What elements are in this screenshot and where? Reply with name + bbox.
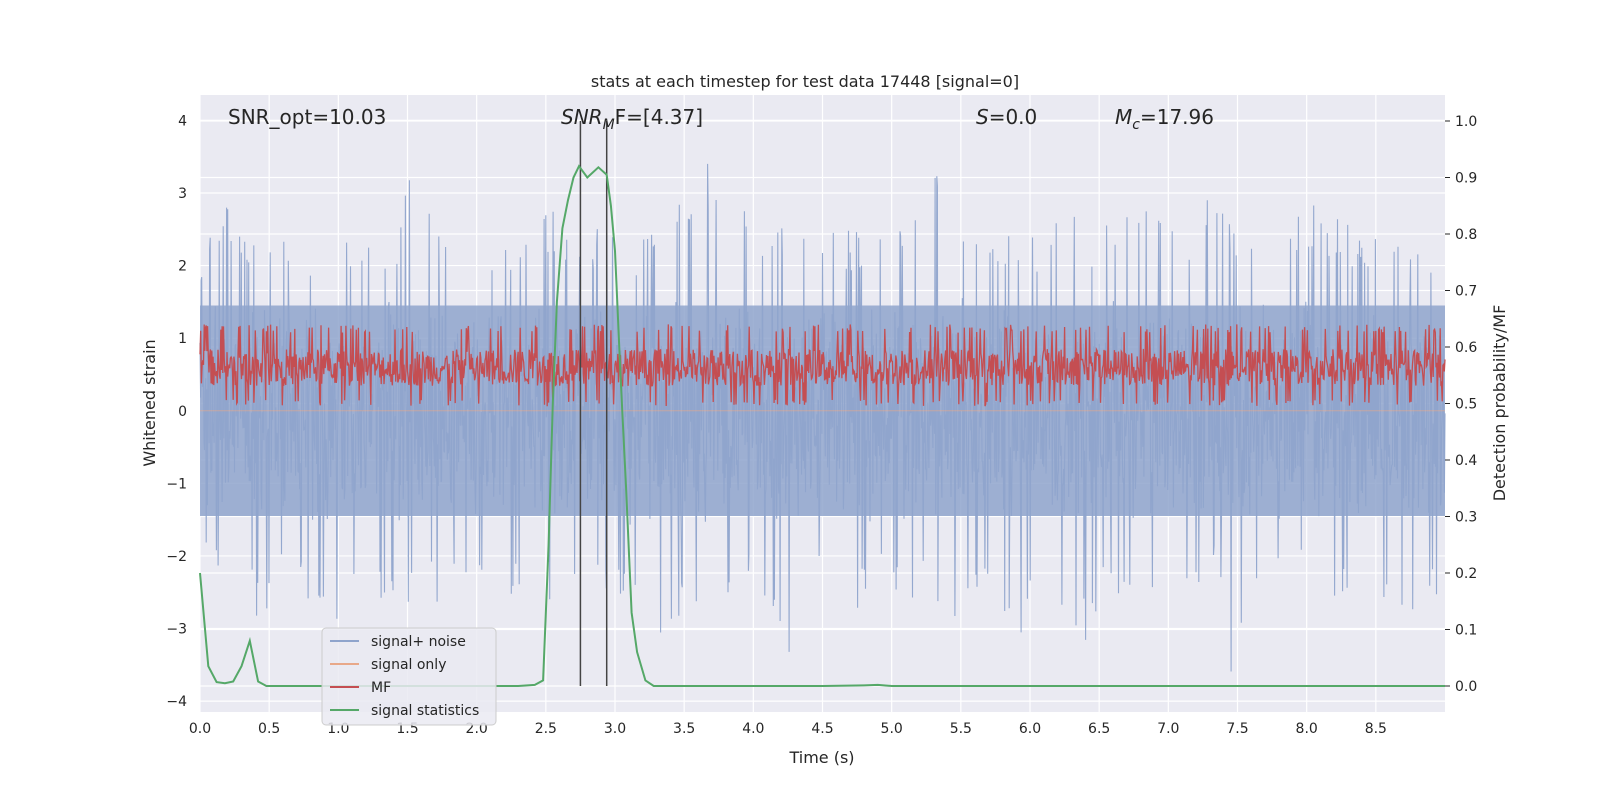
legend: signal+ noise signal only MF signal stat… xyxy=(321,627,497,726)
snr-mf-base: SNR xyxy=(561,105,603,129)
vertical-lines xyxy=(579,120,608,687)
x-tick-label: 5.5 xyxy=(950,721,972,737)
x-tick-label: 6.0 xyxy=(1019,721,1041,737)
legend-label-stat: signal statistics xyxy=(371,703,479,719)
left-y-tick-label: 4 xyxy=(178,113,187,129)
mc-base: M xyxy=(1115,105,1132,129)
x-tick-label: 8.5 xyxy=(1365,721,1387,737)
left-y-tick-label: −1 xyxy=(166,476,187,492)
right-y-tick-label: 0.7 xyxy=(1455,283,1477,299)
left-y-tick-label: −2 xyxy=(166,549,187,565)
right-y-tick-label: 0.6 xyxy=(1455,340,1477,356)
x-tick-label: 5.0 xyxy=(881,721,903,737)
x-tick-label: 6.5 xyxy=(1088,721,1110,737)
left-y-tick-label: 1 xyxy=(178,331,187,347)
x-tick-label: 4.5 xyxy=(811,721,833,737)
right-y-tick-label: 1.0 xyxy=(1455,114,1477,130)
chart-title: stats at each timestep for test data 174… xyxy=(591,72,1019,91)
legend-label-noise: signal+ noise xyxy=(371,634,466,650)
left-y-tick-label: −3 xyxy=(166,622,187,638)
mf-line xyxy=(199,324,1446,407)
x-axis-ticks: 0.0 0.5 1.0 1.5 2.0 2.5 3.0 3.5 4.0 4.5 5.0 5.5 6.0 6… xyxy=(189,721,1387,737)
snr-opt-annotation: SNR_opt=10.03 xyxy=(228,105,386,129)
left-y-tick-label: 0 xyxy=(178,404,187,420)
s-annotation: S=0.0 xyxy=(976,105,1037,129)
snr-opt-text: SNR_opt=10.03 xyxy=(228,105,386,129)
right-y-tick-label: 0.0 xyxy=(1455,679,1477,695)
snr-mf-annotation: SNRMF=[4.37] xyxy=(561,105,703,133)
legend-box xyxy=(321,627,497,726)
x-tick-label: 3.0 xyxy=(604,721,626,737)
x-axis-label: Time (s) xyxy=(788,748,854,767)
mf-series xyxy=(199,324,1446,407)
snr-mf-sub: M xyxy=(603,117,615,133)
left-y-tick-label: −4 xyxy=(166,694,187,710)
x-tick-label: 8.0 xyxy=(1296,721,1318,737)
s-base: S xyxy=(976,105,989,129)
right-y-tick-label: 0.4 xyxy=(1455,453,1477,469)
mc-annotation: Mc=17.96 xyxy=(1115,105,1214,133)
snr-mf-rest: F=[4.37] xyxy=(615,105,703,129)
x-tick-label: 3.5 xyxy=(673,721,695,737)
mc-rest: =17.96 xyxy=(1140,105,1214,129)
right-y-tick-label: 0.5 xyxy=(1455,397,1477,413)
x-tick-label: 7.5 xyxy=(1226,721,1248,737)
right-y-tick-label: 0.8 xyxy=(1455,227,1477,243)
left-y-tick-label: 3 xyxy=(178,186,187,202)
right-y-axis-label: Detection probability/MF xyxy=(1490,305,1509,502)
s-rest: =0.0 xyxy=(989,105,1038,129)
x-tick-label: 2.5 xyxy=(535,721,557,737)
left-y-axis-label: Whitened strain xyxy=(140,339,159,466)
signal-statistics-series xyxy=(199,164,1445,687)
right-y-tick-label: 0.1 xyxy=(1455,623,1477,639)
legend-label-mf: MF xyxy=(371,680,391,696)
signal-statistics-line xyxy=(199,164,1445,687)
mc-sub: c xyxy=(1132,117,1140,133)
right-y-tick-label: 0.3 xyxy=(1455,510,1477,526)
left-y-axis-ticks: 4 3 2 1 0 −1 −2 −3 −4 xyxy=(166,113,187,710)
x-tick-label: 7.0 xyxy=(1157,721,1179,737)
right-y-tick-label: 0.2 xyxy=(1455,566,1477,582)
x-tick-label: 4.0 xyxy=(742,721,764,737)
right-y-tick-label: 0.9 xyxy=(1455,170,1477,186)
legend-label-signal-only: signal only xyxy=(371,657,446,673)
x-tick-label: 0.5 xyxy=(258,721,280,737)
right-y-axis-ticks: 1.0 0.9 0.8 0.7 0.6 0.5 0.4 0.3 0.2 0.1 0.0 xyxy=(1445,114,1477,695)
left-y-tick-label: 2 xyxy=(178,259,187,275)
x-tick-label: 0.0 xyxy=(189,721,211,737)
